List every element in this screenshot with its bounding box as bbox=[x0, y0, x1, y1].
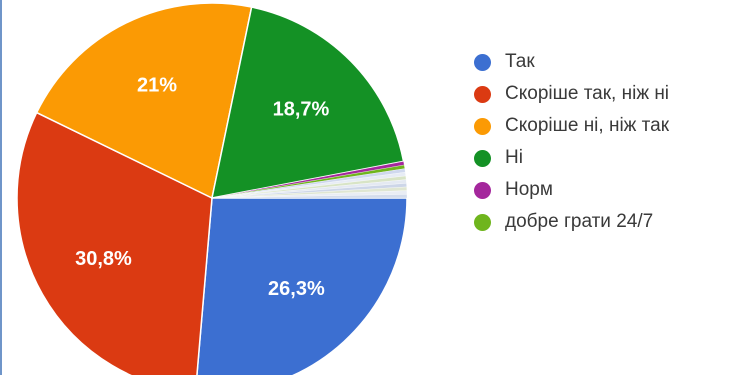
legend-item-3: Ні bbox=[474, 142, 669, 174]
pie-slice-2 bbox=[35, 2, 253, 200]
chart-legend: Так Скоріше так, ніж ні Скоріше ні, ніж та… bbox=[474, 46, 669, 238]
pie-slice-label-1: 30,8% bbox=[75, 248, 132, 270]
legend-item-1: Скоріше так, ніж ні bbox=[474, 78, 669, 110]
pie-slice-13 bbox=[211, 194, 408, 199]
legend-item-4: Норм bbox=[474, 174, 669, 206]
legend-label-2: Скоріше ні, ніж так bbox=[505, 115, 670, 136]
legend-label-1: Скоріше так, ніж ні bbox=[505, 83, 670, 104]
legend-swatch-4 bbox=[474, 181, 491, 199]
legend-label-3: Ні bbox=[505, 147, 523, 168]
legend-swatch-2 bbox=[474, 117, 491, 135]
legend-item-0: Так bbox=[474, 46, 669, 78]
legend-item-5: добре грати 24/7 bbox=[474, 206, 669, 238]
legend-label-5: добре грати 24/7 bbox=[505, 211, 654, 232]
pie-slice-label-2: 21% bbox=[137, 74, 177, 96]
legend-swatch-5 bbox=[474, 213, 491, 231]
legend-label-0: Так bbox=[505, 51, 535, 72]
pie-slice-3 bbox=[211, 6, 405, 199]
legend-label-4: Норм bbox=[505, 179, 553, 200]
pie-slices bbox=[16, 2, 408, 375]
pie-slice-label-3: 18,7% bbox=[273, 99, 330, 121]
pie-slice-1 bbox=[16, 111, 213, 375]
legend-swatch-3 bbox=[474, 149, 491, 167]
legend-item-2: Скоріше ні, ніж так bbox=[474, 110, 669, 142]
legend-swatch-0 bbox=[474, 53, 491, 71]
pie-slice-0 bbox=[196, 197, 408, 375]
pie-slice-labels: 26,3% 30,8% 21% 18,7% bbox=[75, 74, 329, 300]
pie-slice-label-0: 26,3% bbox=[268, 278, 325, 300]
legend-swatch-1 bbox=[474, 85, 491, 103]
